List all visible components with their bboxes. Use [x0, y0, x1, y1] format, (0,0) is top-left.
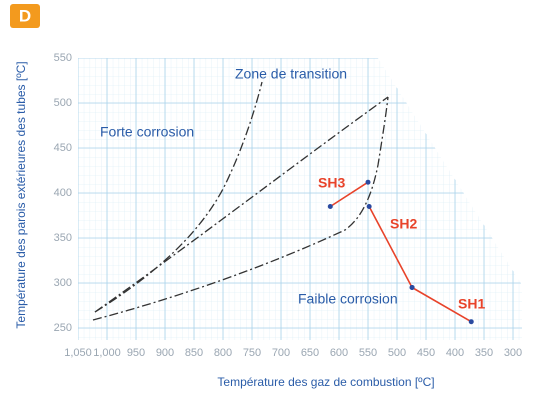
series-line	[411, 286, 472, 323]
badge: D	[19, 6, 31, 25]
x-tick-label: 500	[388, 347, 406, 359]
badge-box	[10, 4, 40, 28]
series-label: SH3	[318, 175, 345, 191]
y-axis-title: Température des parois extérieures des t…	[14, 61, 28, 328]
annotation: Forte corrosion	[100, 124, 194, 140]
x-tick-label: 400	[446, 347, 464, 359]
boundaries	[92, 81, 389, 321]
y-tick-label: 550	[54, 52, 72, 64]
point	[409, 285, 415, 290]
series-line	[368, 206, 413, 288]
point	[365, 179, 371, 185]
point	[327, 204, 333, 209]
x-tick-label: 350	[475, 347, 493, 359]
annotation: Faible corrosion	[298, 291, 398, 307]
x-tick-label: 850	[185, 347, 203, 359]
series-label: SH2	[390, 216, 417, 232]
boundary-curve	[94, 81, 263, 313]
x-tick-label: 1,050	[64, 347, 92, 359]
x-tick-label: 900	[156, 347, 174, 359]
series-line	[329, 181, 369, 208]
y-tick-label: 250	[54, 322, 72, 334]
x-tick-label: 700	[272, 347, 290, 359]
x-tick-label: 800	[214, 347, 232, 359]
boundary-curve	[92, 96, 389, 321]
x-tick-label: 600	[330, 347, 348, 359]
x-tick-label: 1,000	[93, 347, 121, 359]
x-tick-label: 650	[301, 347, 319, 359]
series-label: SH1	[458, 296, 485, 312]
y-tick-label: 400	[54, 187, 72, 199]
x-tick-label: 750	[243, 347, 261, 359]
x-tick-label: 300	[504, 347, 522, 359]
y-tick-label: 450	[54, 142, 72, 154]
x-tick-label: 450	[417, 347, 435, 359]
x-tick-label: 950	[127, 347, 145, 359]
boundary-curve	[94, 96, 389, 313]
y-tick-label: 350	[54, 232, 72, 244]
y-tick-label: 300	[54, 277, 72, 289]
x-axis-title: Température des gaz de combustion [ºC]	[217, 375, 434, 389]
x-tick-label: 550	[359, 347, 377, 359]
annotation: Zone de transition	[235, 66, 347, 82]
y-tick-label: 500	[54, 97, 72, 109]
point	[468, 319, 474, 325]
point	[366, 204, 372, 209]
